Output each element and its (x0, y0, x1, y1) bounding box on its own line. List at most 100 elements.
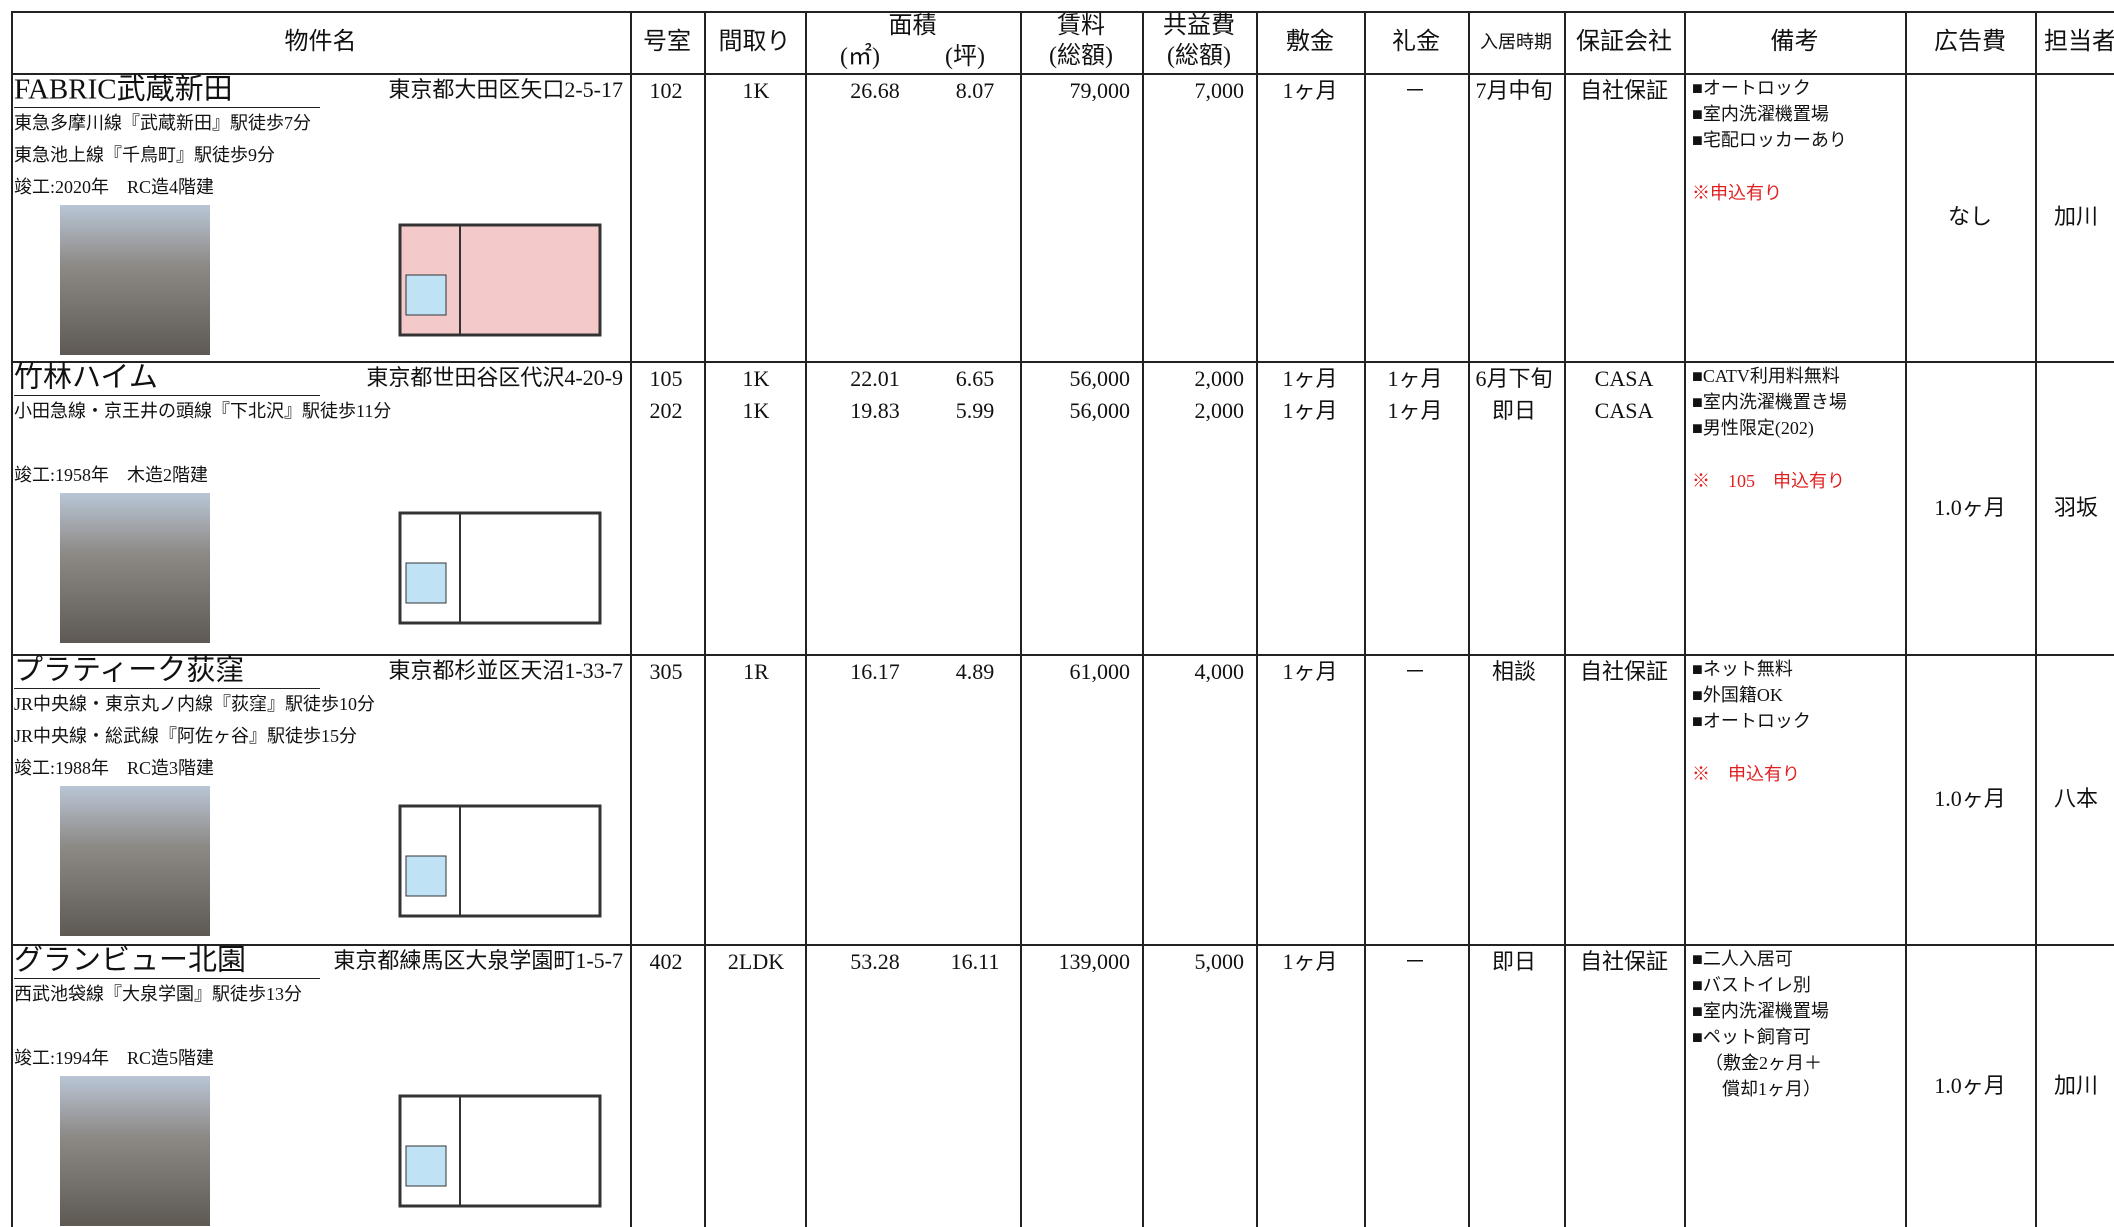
rule (1468, 11, 1470, 1227)
note: ■室内洗濯機置場 (1692, 104, 1829, 124)
room-cell: 5.99 (955, 398, 995, 423)
room-cell: 1ヶ月 (1282, 366, 1338, 391)
room-cell: 16.17 (850, 659, 900, 684)
agent: 八本 (2054, 786, 2099, 811)
room-cell: 102 (649, 78, 683, 103)
access: 小田急線・京王井の頭線『下北沢』駅徒歩11分 (14, 401, 392, 421)
room-cell: 即日 (1491, 949, 1537, 974)
room-cell: 53.28 (850, 949, 900, 974)
ad-fee: 1.0ヶ月 (1934, 786, 2006, 811)
note: ■ペット飼育可 (1692, 1027, 1811, 1047)
room-cell: 1K (742, 398, 770, 423)
room-cell: 56,000 (1069, 366, 1131, 391)
room-cell: 2,000 (1194, 398, 1245, 423)
rule (14, 107, 320, 108)
room-cell: 305 (649, 659, 683, 684)
room-cell: 2LDK (727, 949, 785, 974)
access: 西武池袋線『大泉学園』駅徒歩13分 (14, 984, 302, 1004)
note: 償却1ヶ月） (1722, 1079, 1821, 1099)
address: 東京都練馬区大泉学園町1-5-7 (333, 948, 623, 973)
floor-plan (398, 804, 602, 918)
ad-fee: 1.0ヶ月 (1934, 494, 2006, 520)
building-photo (60, 205, 210, 355)
rule (1020, 11, 1022, 1227)
floor-plan (398, 1094, 602, 1208)
note: ■室内洗濯機置場 (1692, 1001, 1829, 1021)
room-cell: 6月下旬 (1475, 366, 1553, 391)
built: 竣工:1958年 木造2階建 (14, 465, 209, 485)
header-label: 備考 (1770, 29, 1819, 55)
rule (11, 654, 2114, 656)
note: ■室内洗濯機置き場 (1692, 392, 1847, 412)
note: ■外国籍OK (1692, 685, 1783, 705)
room-cell: 1ヶ月 (1282, 659, 1338, 684)
remark: ※ 105 申込有り (1692, 471, 1845, 491)
rule (1142, 11, 1144, 1227)
rule (1364, 11, 1366, 1227)
room-cell: 6.65 (955, 366, 995, 391)
agent: 加川 (2054, 1072, 2099, 1098)
room-cell: 4,000 (1194, 659, 1245, 684)
rule (1564, 11, 1566, 1227)
room-cell: 7,000 (1194, 78, 1245, 103)
room-cell: 79,000 (1069, 78, 1131, 103)
room-cell: 19.83 (850, 398, 900, 423)
address: 東京都大田区矢口2-5-17 (388, 77, 623, 102)
access: 東急多摩川線『武蔵新田』駅徒歩7分 (14, 113, 311, 133)
property-name: FABRIC武蔵新田 (14, 73, 233, 106)
room-cell: 1ヶ月 (1282, 949, 1338, 974)
rule (1256, 11, 1258, 1227)
address: 東京都杉並区天沼1-33-7 (388, 658, 623, 683)
rule (14, 395, 320, 396)
header-label: 共益費 (1163, 13, 1235, 39)
building-photo (60, 1076, 210, 1226)
rule (704, 11, 706, 1227)
built: 竣工:1994年 RC造5階建 (14, 1048, 215, 1068)
room-cell: 1ヶ月 (1282, 398, 1338, 423)
agent: 加川 (2054, 204, 2099, 229)
room-cell: － (1403, 949, 1427, 974)
room-cell: 1K (742, 78, 770, 103)
rule (11, 11, 2114, 13)
property-name: プラティーク荻窪 (14, 654, 245, 687)
built: 竣工:1988年 RC造3階建 (14, 758, 215, 778)
room-cell: 22.01 (850, 366, 900, 391)
header-sub: (坪) (945, 44, 985, 70)
rule (1905, 11, 1907, 1227)
rule (2035, 11, 2037, 1227)
floor-plan (398, 223, 602, 337)
room-cell: 4.89 (955, 659, 995, 684)
room-cell: 402 (649, 949, 683, 974)
rule (11, 944, 2114, 946)
note: ■オートロック (1692, 711, 1811, 731)
note: ■男性限定(202) (1692, 418, 1814, 438)
rule (11, 361, 2114, 363)
note: （敷金2ヶ月＋ (1705, 1053, 1822, 1073)
address: 東京都世田谷区代沢4-20-9 (366, 365, 623, 390)
room-cell: 5,000 (1194, 949, 1245, 974)
agent: 羽坂 (2054, 494, 2099, 520)
note: ■オートロック (1692, 78, 1811, 98)
access: 東急池上線『千鳥町』駅徒歩9分 (14, 145, 275, 165)
header-label: 広告費 (1934, 29, 2006, 55)
room-cell: 相談 (1491, 659, 1537, 684)
room-cell: 7月中旬 (1475, 78, 1553, 103)
access: JR中央線・総武線『阿佐ヶ谷』駅徒歩15分 (14, 726, 358, 746)
ad-fee: なし (1947, 204, 1993, 229)
remark: ※申込有り (1692, 183, 1782, 203)
header-label: 物件名 (284, 29, 357, 55)
room-cell: 即日 (1491, 398, 1537, 423)
header-label: 保証会社 (1576, 29, 1672, 55)
note: ■二人入居可 (1692, 949, 1793, 969)
room-cell: 自社保証 (1579, 949, 1669, 974)
header-sub: (総額) (1049, 43, 1113, 69)
rule (11, 11, 13, 1227)
remark: ※ 申込有り (1692, 764, 1800, 784)
header-label: 面積 (888, 13, 937, 39)
rule (14, 688, 320, 689)
header-label: 担当者 (2044, 29, 2114, 55)
header-label: 礼金 (1392, 29, 1440, 55)
rule (630, 11, 632, 1227)
room-cell: 自社保証 (1579, 659, 1669, 684)
